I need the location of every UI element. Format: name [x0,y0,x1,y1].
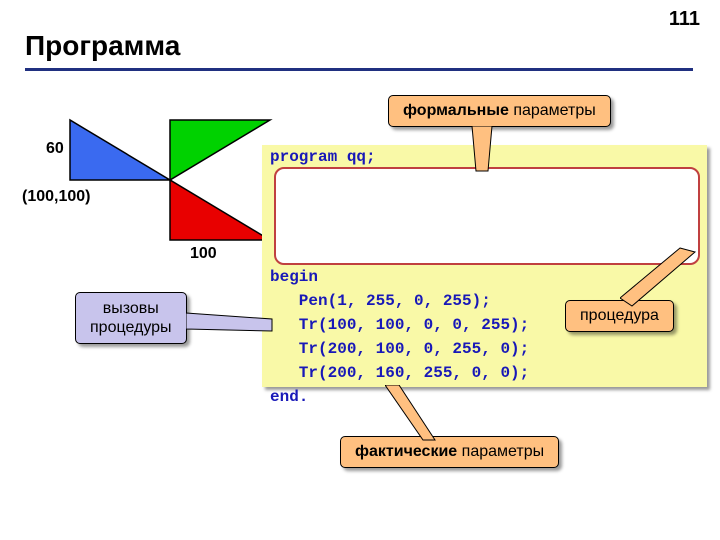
callout-calls: вызовы процедуры [75,292,187,344]
pointer-actual [385,385,455,445]
code-line: end. [270,385,707,409]
callout-bold: формальные [403,102,509,119]
pointer-procedure [620,240,700,310]
callout-bold: фактические [355,443,457,460]
callout-formal-params: формальные параметры [388,95,611,127]
triangle-diagram [0,0,300,260]
code-line: Tr(200, 100, 0, 255, 0); [270,337,707,361]
callout-text: параметры [457,443,544,460]
callout-line: вызовы [90,299,172,318]
code-line: Tr(200, 160, 255, 0, 0); [270,361,707,385]
label-width: 100 [190,245,217,263]
callout-line: процедуры [90,318,172,337]
label-origin: (100,100) [22,188,91,206]
triangle-red [170,180,270,240]
triangle-blue [70,120,170,180]
pointer-formal [450,126,510,176]
page-number: 111 [669,8,700,31]
triangle-green [170,120,270,180]
callout-text: параметры [509,102,596,119]
pointer-calls [186,307,276,347]
label-height: 60 [46,140,64,158]
